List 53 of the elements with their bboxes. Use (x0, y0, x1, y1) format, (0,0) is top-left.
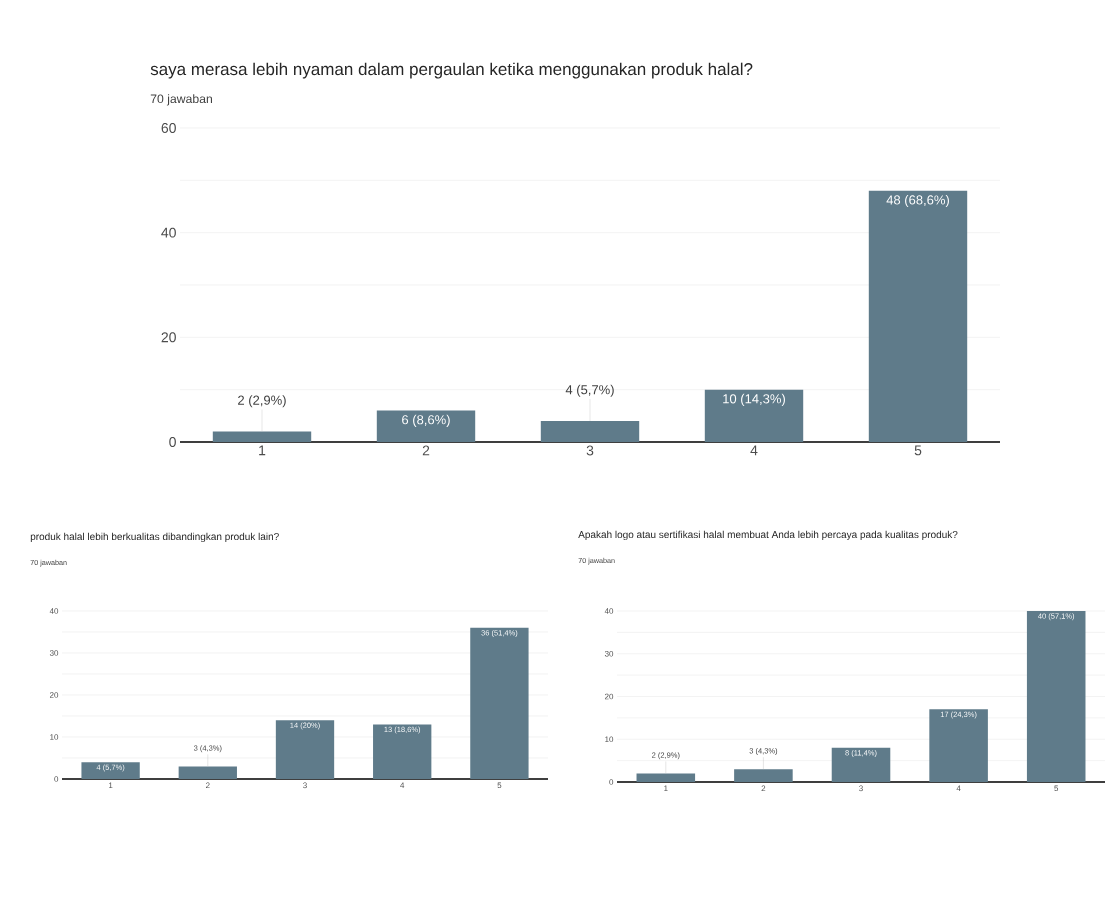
y-tick-label: 0 (54, 776, 59, 782)
bar (275, 720, 335, 779)
chart-title: Apakah logo atau sertifikasi halal membuat Anda lebih percaya pada kualitas produk? (578, 530, 958, 541)
chart-title: produk halal lebih berkualitas dibandingkan produk lain? (30, 532, 279, 543)
x-tick-label: 3 (586, 445, 594, 456)
x-tick-label: 5 (1054, 785, 1059, 792)
y-tick-label: 20 (49, 692, 59, 698)
bar (376, 410, 476, 442)
x-tick-label: 4 (956, 785, 961, 792)
x-tick-label: 1 (259, 445, 266, 456)
x-tick-label: 2 (422, 445, 430, 456)
bar (704, 389, 804, 442)
y-tick-label: 10 (50, 734, 59, 740)
y-tick-label: 60 (161, 123, 176, 133)
x-tick-label: 4 (400, 782, 405, 789)
y-tick-label: 20 (604, 693, 614, 700)
bar (212, 431, 312, 442)
y-tick-label: 40 (49, 608, 59, 614)
x-tick-label: 4 (750, 445, 758, 456)
x-tick-label: 3 (303, 782, 307, 789)
bar (81, 762, 140, 779)
bar (636, 773, 696, 782)
x-tick-label: 5 (497, 782, 502, 789)
chart-title: saya merasa lebih nyaman dalam pergaulan ketika menggunakan produk halal? (150, 62, 753, 79)
data-label: 48 (68,6%) (886, 194, 949, 208)
y-tick-label: 0 (609, 779, 614, 785)
x-tick-label: 1 (664, 785, 668, 792)
y-tick-label: 40 (161, 227, 176, 238)
y-tick-label: 10 (605, 736, 614, 743)
bar (831, 747, 891, 782)
data-label: 2 (2,9%) (238, 395, 286, 408)
bar (373, 724, 432, 779)
x-tick-label: 2 (761, 785, 766, 792)
y-tick-label: 30 (604, 650, 614, 657)
y-tick-label: 30 (49, 650, 59, 656)
x-tick-label: 3 (859, 785, 863, 792)
data-label: 6 (8,6%) (402, 414, 450, 427)
x-tick-label: 5 (914, 445, 922, 456)
y-tick-label: 20 (161, 332, 176, 343)
bar (734, 769, 793, 782)
y-tick-label: 0 (169, 437, 176, 447)
bar (470, 627, 529, 779)
bar (540, 421, 640, 442)
chart-subtitle: 70 jawaban (150, 94, 212, 106)
bar (1026, 611, 1086, 782)
x-tick-label: 1 (108, 782, 113, 789)
bar (868, 190, 968, 442)
data-label: 4 (5,7%) (565, 384, 614, 397)
data-label: 10 (14,3%) (723, 393, 785, 406)
x-tick-label: 2 (205, 782, 210, 789)
bar (178, 766, 237, 779)
bar (929, 709, 988, 782)
y-tick-label: 40 (604, 608, 614, 614)
